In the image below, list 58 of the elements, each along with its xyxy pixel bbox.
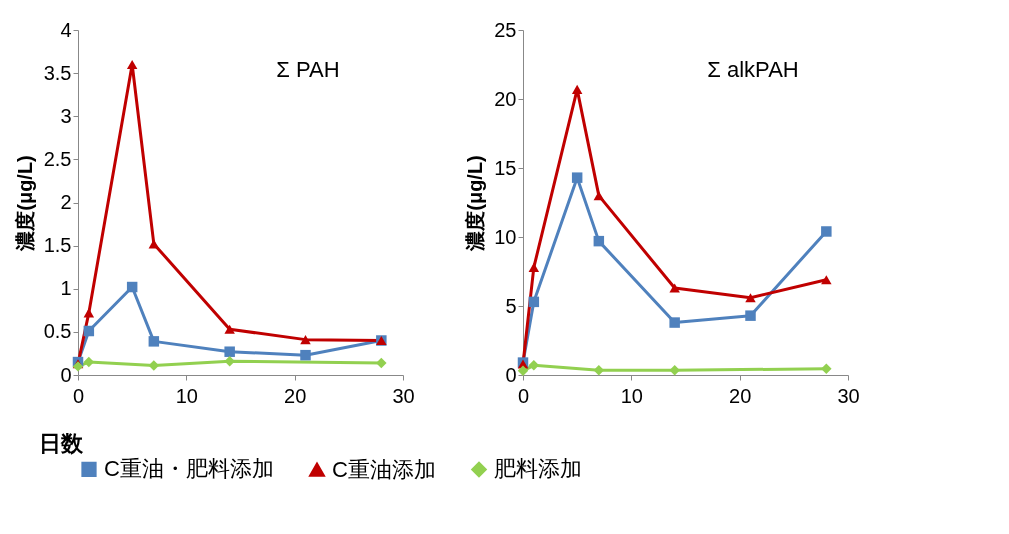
- x-axis-title: 日数: [38, 430, 84, 456]
- y-tick-label: 0.5: [43, 320, 72, 343]
- point: [821, 363, 832, 375]
- y-tick-label: 15: [494, 156, 517, 179]
- point: [224, 355, 235, 367]
- y-tick-label: 2: [60, 191, 72, 213]
- x-tick-label: 10: [175, 384, 198, 407]
- y-tick-label: 1.5: [43, 234, 72, 257]
- point: [126, 281, 138, 293]
- annotation: Σ PAH: [276, 57, 340, 82]
- point: [224, 324, 235, 334]
- point: [376, 357, 387, 369]
- legend-label: 肥料添加: [494, 456, 582, 482]
- point: [528, 296, 540, 308]
- x-tick-label: 30: [392, 384, 415, 407]
- point: [571, 84, 583, 94]
- point: [300, 349, 311, 361]
- point: [517, 365, 529, 377]
- point: [528, 262, 540, 272]
- y-tick-label: 5: [505, 294, 517, 317]
- point: [745, 293, 756, 303]
- y-tick-label: 0: [505, 363, 517, 386]
- point: [300, 335, 311, 345]
- y-tick-label: 10: [494, 225, 517, 248]
- x-tick-label: 30: [837, 384, 860, 407]
- point: [148, 336, 160, 347]
- y-tick-label: 1: [60, 277, 72, 300]
- x-tick-label: 10: [620, 384, 643, 407]
- x-tick-label: 20: [284, 384, 307, 407]
- point: [821, 275, 832, 285]
- y-tick-label: 3: [60, 104, 72, 127]
- y-axis-title: 濃度(μg/L): [13, 155, 36, 252]
- y-tick-label: 20: [494, 87, 517, 110]
- point: [669, 364, 680, 376]
- y-tick-label: 3.5: [43, 61, 72, 84]
- y-axis-title: 濃度(μg/L): [464, 155, 487, 252]
- point: [669, 283, 680, 293]
- point: [593, 235, 605, 247]
- annotation: Σ alkPAH: [707, 57, 799, 82]
- y-tick-label: 0: [60, 363, 72, 386]
- point: [126, 59, 138, 70]
- point: [669, 317, 680, 328]
- point: [528, 360, 540, 371]
- y-tick-label: 4: [60, 18, 72, 41]
- point: [224, 346, 235, 357]
- point: [148, 360, 160, 371]
- y-tick-label: 25: [494, 18, 517, 41]
- point: [593, 191, 605, 201]
- y-tick-label: 2.5: [43, 147, 72, 170]
- point: [821, 226, 832, 237]
- legend-label: C重油添加: [332, 456, 436, 482]
- point: [745, 310, 756, 321]
- x-tick-label: 20: [729, 384, 752, 407]
- point: [83, 325, 95, 337]
- point: [571, 172, 583, 183]
- point: [148, 239, 160, 249]
- point: [83, 308, 95, 318]
- legend-label: C重油・肥料添加: [104, 456, 274, 482]
